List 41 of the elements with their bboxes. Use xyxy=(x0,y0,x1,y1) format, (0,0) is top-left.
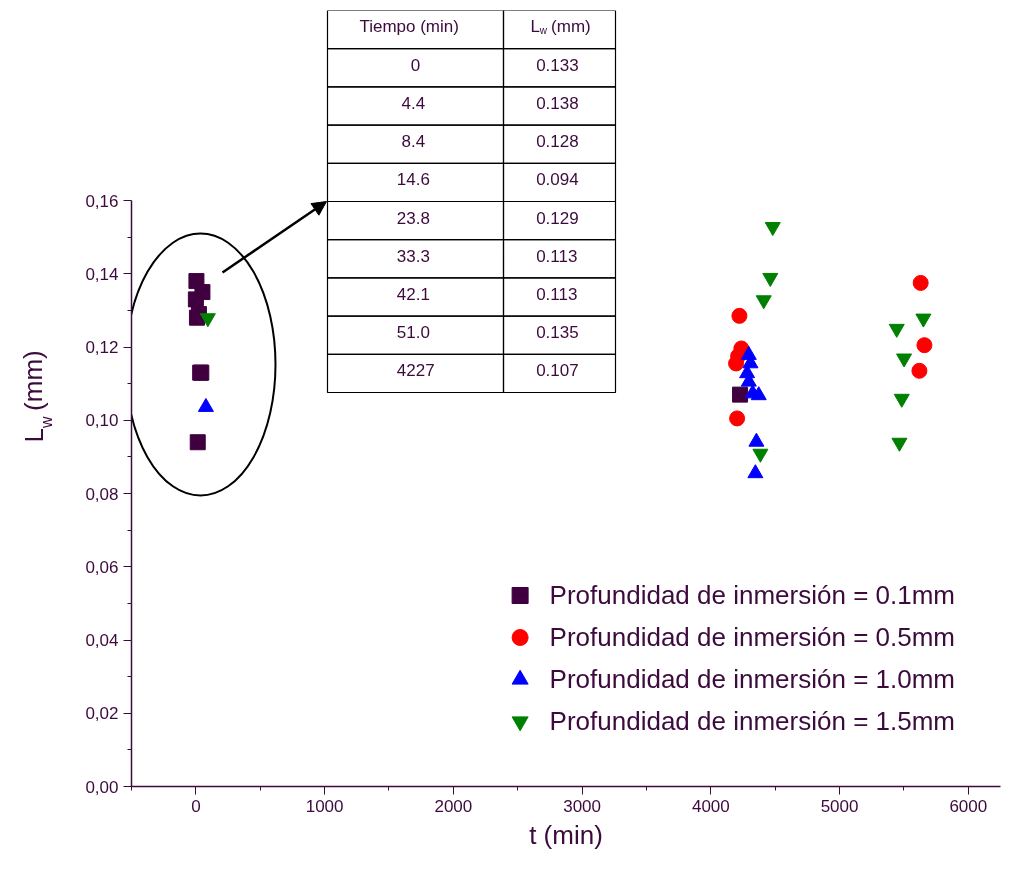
legend-label: Profundidad de inmersión = 0.5mm xyxy=(549,621,955,653)
x-tick-label: 6000 xyxy=(949,796,988,816)
text: 8.4 xyxy=(401,132,426,152)
text: 4.4 xyxy=(401,94,426,113)
legend-label: Profundidad de inmersión = 1.5mm xyxy=(549,705,955,737)
x-tick-label: 5000 xyxy=(820,796,859,816)
annotation: 42.1 xyxy=(396,285,430,304)
annotation: 0.135 xyxy=(536,323,579,343)
legend-label: Profundidad de inmersión = 1.0mm xyxy=(549,663,955,695)
x-tick-label: 1000 xyxy=(305,796,344,816)
text: 0.138 xyxy=(536,94,579,113)
x-tick-label: 4000 xyxy=(691,796,730,816)
annotation: 0.129 xyxy=(536,208,579,228)
text: 0.128 xyxy=(536,132,579,152)
annotation: 0.107 xyxy=(536,361,579,381)
annotation: 4227 xyxy=(396,361,435,381)
y-tick-label: 0,10 xyxy=(85,411,119,431)
y-tick-label: 0,00 xyxy=(85,777,119,797)
y-tick-label: 0,14 xyxy=(85,264,119,284)
y-tick-label: 0,16 xyxy=(85,191,119,211)
annotation: 23.8 xyxy=(396,208,430,228)
text: 0 xyxy=(410,55,421,75)
x-axis-title: t (min) xyxy=(529,819,603,850)
y-tick-label: 0,04 xyxy=(85,631,119,650)
x-tick-label: 2000 xyxy=(434,796,473,816)
legend-label: Profundidad de inmersión = 0.1mm xyxy=(549,579,955,611)
y-tick-label: 0,12 xyxy=(85,338,119,357)
annotation: 33.3 xyxy=(396,246,430,266)
text: Tiempo (min) xyxy=(359,17,459,37)
annotation: 51.0 xyxy=(396,323,430,343)
y-tick-label: 0,02 xyxy=(85,704,119,724)
y-tick-label: 0,08 xyxy=(85,484,119,504)
x-tick-label: 3000 xyxy=(563,796,602,816)
text: 14.6 xyxy=(396,170,430,190)
x-tick-label: 0 xyxy=(191,796,201,816)
annotation: 0.113 xyxy=(536,285,578,304)
annotation: 0.113 xyxy=(536,246,578,266)
y-axis-title: Lw (mm) xyxy=(18,350,55,443)
text: 0.133 xyxy=(536,55,579,75)
text: 0.094 xyxy=(536,170,579,190)
y-tick-label: 0,06 xyxy=(85,557,119,577)
